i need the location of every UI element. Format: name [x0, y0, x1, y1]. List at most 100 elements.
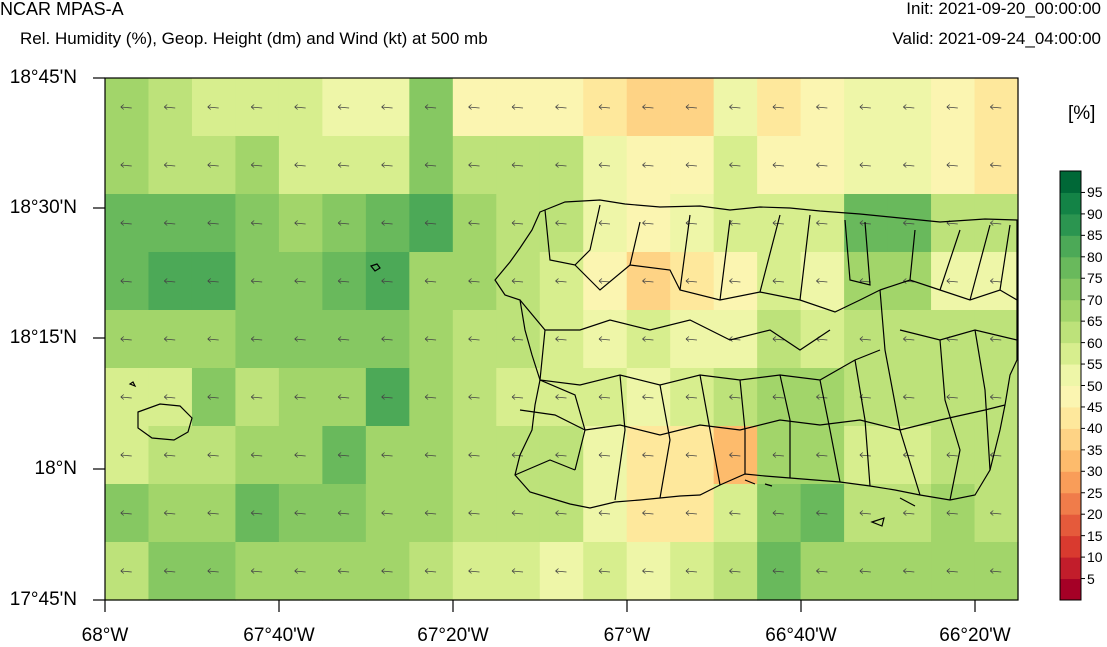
wind-arrow: [294, 394, 306, 400]
lon-label-6720: 67°20'W: [417, 625, 489, 646]
wind-arrow: [990, 162, 1002, 168]
lon-label-6640: 66°40'W: [765, 625, 837, 646]
wind-arrow: [555, 394, 567, 400]
colorbar-swatch: [1060, 321, 1081, 344]
lon-label-6740: 67°40'W: [243, 625, 315, 646]
wind-arrow: [946, 104, 958, 110]
wind-arrow: [424, 162, 437, 168]
coastline-and-boundaries: [128, 199, 1018, 527]
wind-arrow: [816, 162, 828, 168]
wind-arrow: [642, 510, 654, 516]
wind-arrow: [642, 568, 654, 574]
wind-arrow: [250, 162, 263, 168]
wind-arrow: [990, 220, 1002, 226]
wind-arrow: [468, 452, 480, 458]
wind-arrow: [685, 452, 697, 458]
wind-arrow: [555, 568, 567, 574]
wind-arrow: [685, 336, 697, 342]
colorbar-label: 95: [1087, 184, 1103, 201]
wind-arrow: [555, 452, 567, 458]
wind-arrow: [424, 336, 437, 342]
wind-arrow: [337, 220, 350, 226]
colorbar-label: 30: [1087, 463, 1103, 480]
lat-label-1830: 18°30'N: [9, 197, 77, 218]
wind-arrow: [729, 162, 741, 168]
colorbar-label: 20: [1087, 506, 1103, 523]
wind-arrow: [555, 220, 567, 226]
wind-arrow: [424, 452, 437, 458]
wind-arrow: [642, 162, 654, 168]
wind-arrow: [163, 336, 176, 342]
wind-arrow: [163, 452, 176, 458]
wind-arrow: [381, 104, 393, 110]
wind-arrow: [207, 278, 219, 284]
colorbar-label: 10: [1087, 549, 1103, 566]
wind-arrow: [424, 220, 437, 226]
wind-arrow: [207, 452, 219, 458]
humidity-grid: [105, 78, 1019, 601]
wind-arrow: [163, 220, 176, 226]
colorbar-unit: [%]: [1068, 103, 1096, 124]
wind-arrow: [250, 394, 263, 400]
wind-arrow: [859, 162, 871, 168]
wind-arrow: [468, 220, 480, 226]
wind-arrow: [294, 104, 306, 110]
wind-arrow: [120, 104, 132, 110]
wind-arrow: [468, 162, 480, 168]
wind-arrow: [772, 452, 784, 458]
wind-arrow: [772, 278, 784, 284]
wind-arrow: [163, 104, 176, 110]
wind-arrow: [250, 510, 263, 516]
wind-arrow: [685, 394, 697, 400]
lat-label-1745: 17°45'N: [9, 589, 77, 610]
wind-arrow: [250, 220, 263, 226]
colorbar-label: 15: [1087, 527, 1103, 544]
wind-arrow: [337, 510, 350, 516]
colorbar-label: 55: [1087, 356, 1103, 373]
wind-arrow: [337, 452, 350, 458]
wind-arrow: [381, 510, 393, 516]
colorbar-label: 25: [1087, 484, 1103, 501]
wind-arrow: [555, 510, 567, 516]
colorbar-swatch: [1060, 213, 1081, 236]
wind-arrow: [294, 568, 306, 574]
wind-arrow: [642, 336, 654, 342]
wind-arrow: [163, 278, 176, 284]
colorbar-swatch: [1060, 514, 1081, 537]
map-frame: [104, 77, 1019, 601]
wind-arrow: [381, 336, 393, 342]
colorbar-swatch: [1060, 364, 1081, 386]
wind-arrow: [337, 336, 350, 342]
wind-arrow: [903, 104, 915, 110]
wind-arrow: [381, 220, 393, 226]
wind-arrow: [990, 336, 1002, 342]
map-subtitle: Rel. Humidity (%), Geop. Height (dm) and…: [20, 29, 488, 48]
wind-arrow: [642, 278, 654, 284]
wind-arrow: [598, 162, 611, 168]
wind-arrow: [859, 452, 871, 458]
wind-arrow: [511, 104, 524, 110]
wind-arrow: [598, 510, 611, 516]
wind-arrow: [598, 220, 611, 226]
colorbar-swatch: [1060, 342, 1081, 365]
wind-arrow: [207, 220, 219, 226]
wind-arrow: [468, 104, 480, 110]
lon-label-6620: 66°20'W: [939, 625, 1011, 646]
wind-arrow: [598, 452, 611, 458]
wind-arrow: [772, 336, 784, 342]
wind-arrow: [120, 394, 132, 400]
colorbar-swatch: [1060, 235, 1081, 258]
wind-arrow: [511, 394, 524, 400]
colorbar-label: 80: [1087, 248, 1103, 265]
colorbar-label: 90: [1087, 205, 1103, 222]
wind-arrow: [381, 278, 393, 284]
map-title: NCAR MPAS-A: [0, 0, 124, 19]
wind-arrow: [294, 220, 306, 226]
wind-arrow: [294, 278, 306, 284]
wind-arrow: [250, 452, 263, 458]
wind-arrow: [163, 510, 176, 516]
wind-arrow: [642, 104, 654, 110]
wind-vectors: [120, 104, 1002, 574]
wind-arrow: [990, 278, 1002, 284]
wind-arrow: [903, 394, 915, 400]
